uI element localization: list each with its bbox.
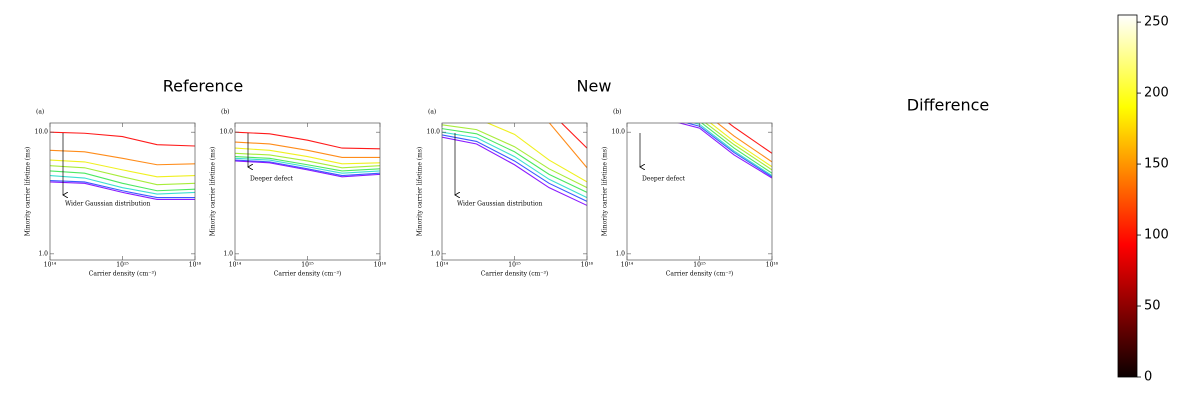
x-axis-label: Carrier density (cm⁻³) bbox=[481, 271, 548, 278]
line-series bbox=[677, 123, 772, 179]
x-tick-label: 10¹⁵ bbox=[116, 262, 129, 269]
line-series bbox=[685, 123, 772, 178]
line-series bbox=[486, 123, 587, 183]
annotation: Deeper defect bbox=[642, 176, 686, 183]
line-series bbox=[50, 165, 195, 186]
x-tick-label: 10¹⁶ bbox=[374, 262, 387, 269]
line-series bbox=[442, 128, 587, 193]
line-series bbox=[50, 170, 195, 192]
x-tick-label: 10¹⁴ bbox=[44, 262, 57, 269]
line-series bbox=[50, 149, 195, 166]
y-tick-label: 1.0 bbox=[38, 250, 48, 257]
line-series bbox=[716, 123, 772, 163]
x-tick-label: 10¹⁴ bbox=[229, 262, 242, 269]
subplot: (a) 1.0 10.0 10¹⁴ 10¹⁵ 10¹⁶ Carrier density (c… bbox=[417, 109, 594, 278]
colorbar-tick-label: 50 bbox=[1144, 299, 1161, 314]
subplot: (b) 1.0 10.0 10¹⁴ 10¹⁵ 10¹⁶ Carrier density (c… bbox=[602, 109, 779, 278]
line-series bbox=[235, 159, 380, 177]
line-series bbox=[700, 123, 772, 174]
subplot: (a) 1.0 10.0 10¹⁴ 10¹⁵ 10¹⁶ Carrier density (c… bbox=[25, 109, 202, 278]
x-axis-label: Carrier density (cm⁻³) bbox=[274, 271, 341, 278]
panel-title: Reference bbox=[163, 77, 244, 96]
line-series bbox=[560, 123, 587, 149]
line-series bbox=[50, 131, 195, 147]
line-series bbox=[235, 160, 380, 178]
x-axis-label: Carrier density (cm⁻³) bbox=[89, 271, 156, 278]
line-series bbox=[235, 157, 380, 174]
annotation: Wider Gaussian distribution bbox=[457, 201, 542, 208]
line-series bbox=[442, 136, 587, 206]
line-series bbox=[442, 131, 587, 199]
x-tick-label: 10¹⁴ bbox=[436, 262, 449, 269]
line-series bbox=[235, 147, 380, 165]
y-tick-label: 1.0 bbox=[615, 250, 625, 257]
line-series bbox=[235, 131, 380, 150]
line-series bbox=[709, 123, 772, 168]
colorbar-tick-label: 200 bbox=[1144, 86, 1169, 101]
subplot-label: (a) bbox=[428, 109, 436, 116]
line-series bbox=[548, 123, 587, 169]
colorbar-tick-label: 0 bbox=[1144, 370, 1152, 385]
line-series bbox=[704, 123, 772, 171]
annotation: Wider Gaussian distribution bbox=[65, 201, 150, 208]
axes-frame bbox=[626, 122, 773, 261]
annotation: Deeper defect bbox=[250, 176, 294, 183]
panel-title: New bbox=[577, 77, 612, 96]
x-tick-label: 10¹⁵ bbox=[693, 262, 706, 269]
subplot-label: (b) bbox=[613, 109, 622, 116]
line-series bbox=[235, 156, 380, 172]
line-series bbox=[50, 159, 195, 178]
colorbar-tick-label: 150 bbox=[1144, 157, 1169, 172]
y-tick-label: 10.0 bbox=[427, 129, 441, 136]
y-tick-label: 1.0 bbox=[223, 250, 233, 257]
subplot: (b) 1.0 10.0 10¹⁴ 10¹⁵ 10¹⁶ Carrier density (c… bbox=[210, 109, 387, 278]
x-tick-label: 10¹⁵ bbox=[508, 262, 521, 269]
line-series bbox=[442, 134, 587, 202]
y-axis-label: Minority carrier lifetime (ms) bbox=[25, 147, 32, 237]
line-series bbox=[50, 180, 195, 199]
colorbar-tick-label: 250 bbox=[1144, 15, 1169, 30]
y-tick-label: 10.0 bbox=[220, 129, 234, 136]
line-series bbox=[50, 175, 195, 195]
x-axis-label: Carrier density (cm⁻³) bbox=[666, 271, 733, 278]
subplot-label: (a) bbox=[36, 109, 44, 116]
x-tick-label: 10¹⁵ bbox=[301, 262, 314, 269]
x-tick-label: 10¹⁴ bbox=[621, 262, 634, 269]
colorbar bbox=[1117, 14, 1138, 378]
x-tick-label: 10¹⁶ bbox=[189, 262, 202, 269]
line-series bbox=[727, 123, 772, 154]
line-series bbox=[235, 152, 380, 169]
x-tick-label: 10¹⁶ bbox=[766, 262, 779, 269]
line-series bbox=[50, 181, 195, 200]
y-axis-label: Minority carrier lifetime (ms) bbox=[210, 147, 217, 237]
y-tick-label: 10.0 bbox=[612, 129, 626, 136]
colorbar-tick-label: 100 bbox=[1144, 228, 1169, 243]
panel-title: Difference bbox=[907, 96, 989, 115]
y-tick-label: 1.0 bbox=[430, 250, 440, 257]
line-series bbox=[442, 124, 587, 189]
subplot-label: (b) bbox=[221, 109, 230, 116]
y-axis-label: Minority carrier lifetime (ms) bbox=[417, 147, 424, 237]
axes-frame bbox=[49, 122, 196, 261]
line-series bbox=[235, 141, 380, 158]
x-tick-label: 10¹⁶ bbox=[581, 262, 594, 269]
y-axis-label: Minority carrier lifetime (ms) bbox=[602, 147, 609, 237]
y-tick-label: 10.0 bbox=[35, 129, 49, 136]
